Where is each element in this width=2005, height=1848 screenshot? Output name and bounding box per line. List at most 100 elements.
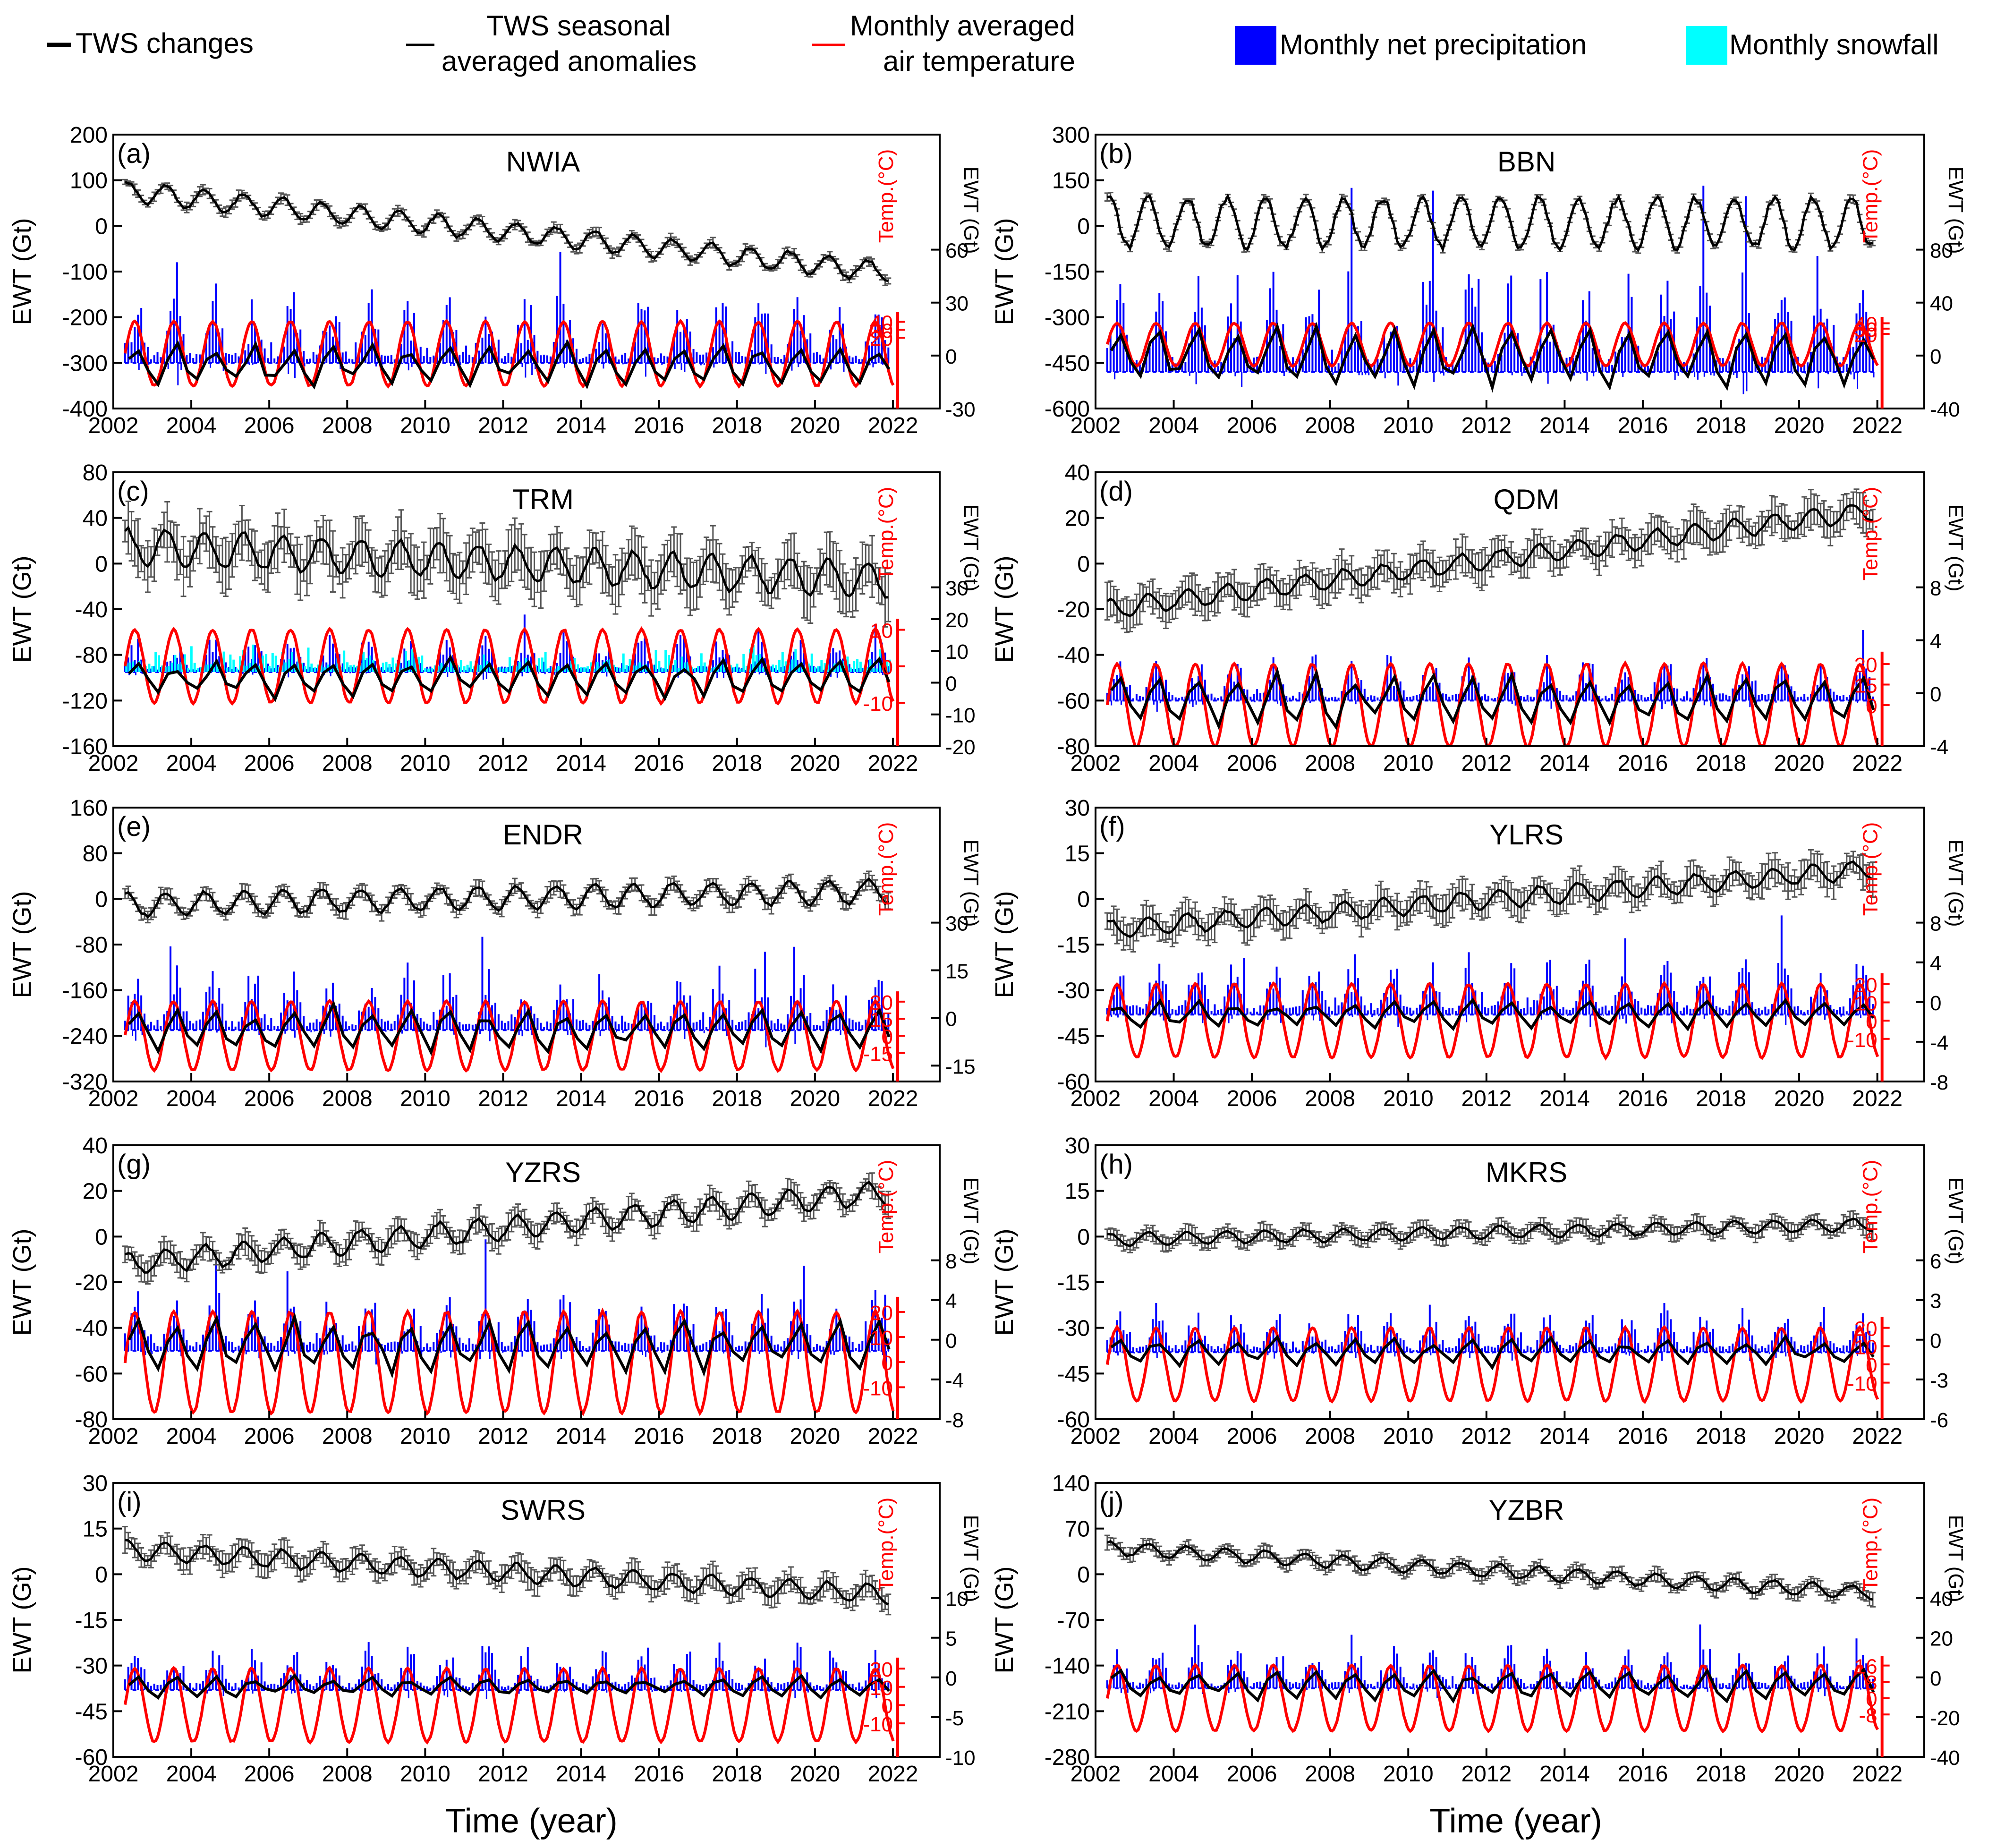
ewt2-axis-title: EWT (Gt) xyxy=(1944,167,1967,254)
x-tick-label: 2014 xyxy=(556,751,606,776)
y-tick-label: -150 xyxy=(1045,260,1090,285)
x-tick-label: 2022 xyxy=(1852,413,1903,438)
precip-bars xyxy=(1106,630,1875,712)
x-tick-label: 2008 xyxy=(1305,751,1355,776)
temperature-line xyxy=(123,626,895,706)
seasonal-anomaly-line xyxy=(1110,667,1875,731)
x-tick-label: 2010 xyxy=(400,751,450,776)
panel-title: NWIA xyxy=(506,146,580,178)
y-tick-label: -400 xyxy=(62,397,108,422)
x-tick-label: 2002 xyxy=(88,751,139,776)
tws-line xyxy=(124,180,889,282)
temp-axis: -10 0 10 Temp.(°C) xyxy=(863,487,905,746)
y-tick-label: 200 xyxy=(70,123,108,148)
x-tick-label: 2004 xyxy=(1148,413,1199,438)
ewt2-tick-label: 20 xyxy=(945,609,969,632)
x-tick-label: 2012 xyxy=(478,413,528,438)
x-tick-label: 2012 xyxy=(478,751,528,776)
temp-tick-label: 15 xyxy=(1854,674,1878,698)
y-axis-title: EWT (Gt) xyxy=(990,218,1019,325)
x-tick-label: 2020 xyxy=(790,751,840,776)
ewt2-tick-label: 0 xyxy=(945,345,957,368)
x-tick-label: 2018 xyxy=(1696,413,1746,438)
panel-letter: (a) xyxy=(117,138,151,169)
y-axis-title: EWT (Gt) xyxy=(990,556,1019,663)
temp-tick-label: 30 xyxy=(1854,318,1878,341)
temp-axis-title: Temp.(°C) xyxy=(875,149,898,243)
secondary-ewt-axis: -4 0 4 8 EWT (Gt) xyxy=(1916,504,1967,759)
x-tick-label: 2022 xyxy=(1852,751,1903,776)
x-tick-label: 2010 xyxy=(400,413,450,438)
temp-axis-title: Temp.(°C) xyxy=(1859,149,1882,243)
x-tick-label: 2002 xyxy=(1070,413,1121,438)
legend-temp-line2: air temperature xyxy=(883,45,1075,77)
x-tick-label: 2022 xyxy=(868,413,918,438)
panel-letter: (b) xyxy=(1099,138,1133,169)
temp-tick-label: 30 xyxy=(1854,654,1878,677)
plot-area xyxy=(122,870,895,1073)
y-tick-label: 0 xyxy=(1077,214,1090,239)
y-axis-title: EWT (Gt) xyxy=(8,218,36,325)
temp-tick-label: -10 xyxy=(863,692,893,715)
ewt2-tick-label: -20 xyxy=(945,736,976,759)
y-tick-label: 0 xyxy=(95,552,108,577)
y-tick-label: -450 xyxy=(1045,351,1090,376)
temp-tick-label: 0 xyxy=(1866,695,1877,718)
y-tick-label: -80 xyxy=(1057,734,1090,759)
y-tick-label: -600 xyxy=(1045,397,1090,422)
tws-series xyxy=(1104,488,1876,633)
x-tick-label: 2018 xyxy=(712,751,762,776)
x-tick-label: 2014 xyxy=(1539,751,1590,776)
y-tick-label: -160 xyxy=(62,734,108,759)
temp-axis-title: Temp.(°C) xyxy=(875,487,898,581)
seasonal-anomaly-line xyxy=(127,1000,891,1056)
x-tick-label: 2014 xyxy=(1539,413,1590,438)
legend-snowfall-swatch xyxy=(1686,26,1727,65)
ewt2-tick-label: 30 xyxy=(945,577,969,600)
x-tick-label: 2004 xyxy=(166,413,217,438)
tws-line xyxy=(124,525,889,599)
x-tick-label: 2016 xyxy=(634,751,684,776)
temp-tick-label: 20 xyxy=(1854,324,1878,347)
plot-area xyxy=(1104,488,1879,746)
temperature-line xyxy=(1105,321,1879,369)
y-tick-label: 100 xyxy=(70,169,108,194)
x-tick-label: 2016 xyxy=(1618,751,1668,776)
y-tick-label: 20 xyxy=(1065,506,1090,531)
x-tick-label: 2008 xyxy=(322,413,373,438)
legend-snowfall-label: Monthly snowfall xyxy=(1729,29,1939,60)
y-tick-label: -80 xyxy=(75,643,108,668)
temp-tick-label: 20 xyxy=(870,327,893,350)
y-tick-label: -120 xyxy=(62,689,108,714)
panel-letter: (d) xyxy=(1099,476,1133,507)
y-axis-title: EWT (Gt) xyxy=(8,556,36,663)
ewt2-tick-label: -40 xyxy=(1930,398,1960,421)
plot-area xyxy=(1104,186,1879,394)
y-tick-label: -60 xyxy=(1057,689,1090,714)
ewt2-tick-label: 4 xyxy=(1930,630,1941,653)
temp-tick-label: 30 xyxy=(870,319,893,342)
ewt2-tick-label: 0 xyxy=(1930,345,1941,368)
y-tick-label: -300 xyxy=(1045,306,1090,331)
temperature-line xyxy=(123,318,895,389)
y-tick-label: 0 xyxy=(95,214,108,239)
ewt2-axis-title: EWT (Gt) xyxy=(1944,504,1967,592)
y-tick-label: 0 xyxy=(1077,552,1090,577)
temp-tick-label: 40 xyxy=(870,311,893,334)
x-tick-label: 2018 xyxy=(1696,751,1746,776)
x-tick-label: 2020 xyxy=(790,413,840,438)
ewt2-tick-label: 8 xyxy=(1930,577,1941,600)
seasonal-anomaly-line xyxy=(128,339,891,390)
ewt2-tick-label: 0 xyxy=(1930,683,1941,706)
ewt2-tick-label: -30 xyxy=(945,398,976,421)
x-tick-label: 2014 xyxy=(556,413,606,438)
